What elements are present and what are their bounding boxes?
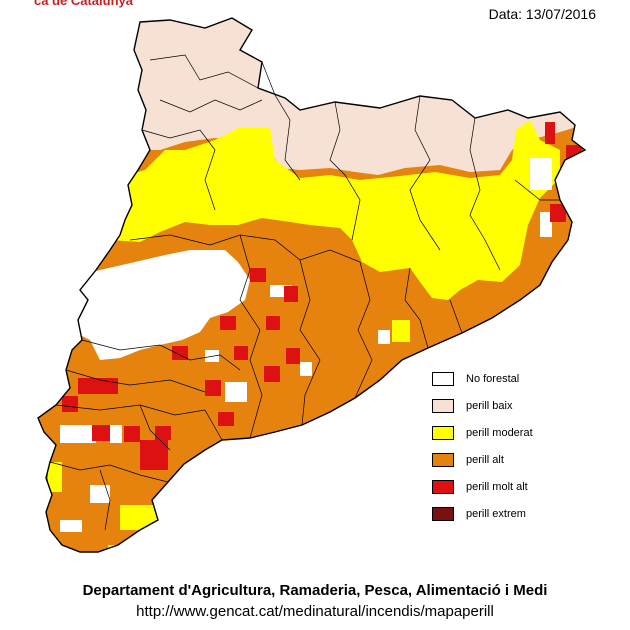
zone-no-forestal <box>530 158 552 190</box>
legend-item-perill-molt-alt: perill molt alt <box>432 480 582 507</box>
zone-no-forestal <box>60 520 82 532</box>
date-label: Data: 13/07/2016 <box>488 6 596 22</box>
legend-swatch <box>432 426 454 440</box>
zone-perill-moderat <box>110 120 560 300</box>
legend-label: perill alt <box>466 454 504 466</box>
footer-url[interactable]: http://www.gencat.cat/medinatural/incend… <box>136 603 494 620</box>
fire-danger-map <box>37 17 586 553</box>
zone-no-forestal <box>300 362 312 376</box>
zone-no-forestal <box>60 425 96 443</box>
zone-perill-moderat <box>392 320 410 342</box>
legend-swatch <box>432 507 454 521</box>
zone-no-forestal <box>90 485 110 503</box>
footer-organization: Departament d'Agricultura, Ramaderia, Pe… <box>82 582 548 599</box>
legend-item-perill-moderat: perill moderat <box>432 426 582 453</box>
legend: No forestal perill baix perill moderat p… <box>432 372 582 534</box>
zone-no-forestal <box>225 382 247 402</box>
legend-item-perill-alt: perill alt <box>432 453 582 480</box>
legend-swatch <box>432 453 454 467</box>
zone-no-forestal <box>60 250 250 360</box>
legend-label: perill moderat <box>466 427 533 439</box>
zone-perill-moderat <box>48 462 62 492</box>
legend-label: perill molt alt <box>466 481 528 493</box>
legend-swatch <box>432 480 454 494</box>
comarca-boundaries <box>49 54 560 531</box>
legend-item-no-forestal: No forestal <box>432 372 582 399</box>
legend-swatch <box>432 399 454 413</box>
zone-no-forestal <box>540 212 552 237</box>
zone-no-forestal <box>110 425 122 443</box>
legend-label: perill extrem <box>466 508 526 520</box>
legend-item-perill-baix: perill baix <box>432 399 582 426</box>
legend-swatch <box>432 372 454 386</box>
zone-perill-molt-alt <box>62 122 582 470</box>
legend-label: No forestal <box>466 373 520 385</box>
zone-no-forestal <box>378 330 390 344</box>
header-title-fragment: ca de Catalunya <box>34 0 133 8</box>
legend-item-perill-extrem: perill extrem <box>432 507 582 534</box>
legend-label: perill baix <box>466 400 513 412</box>
